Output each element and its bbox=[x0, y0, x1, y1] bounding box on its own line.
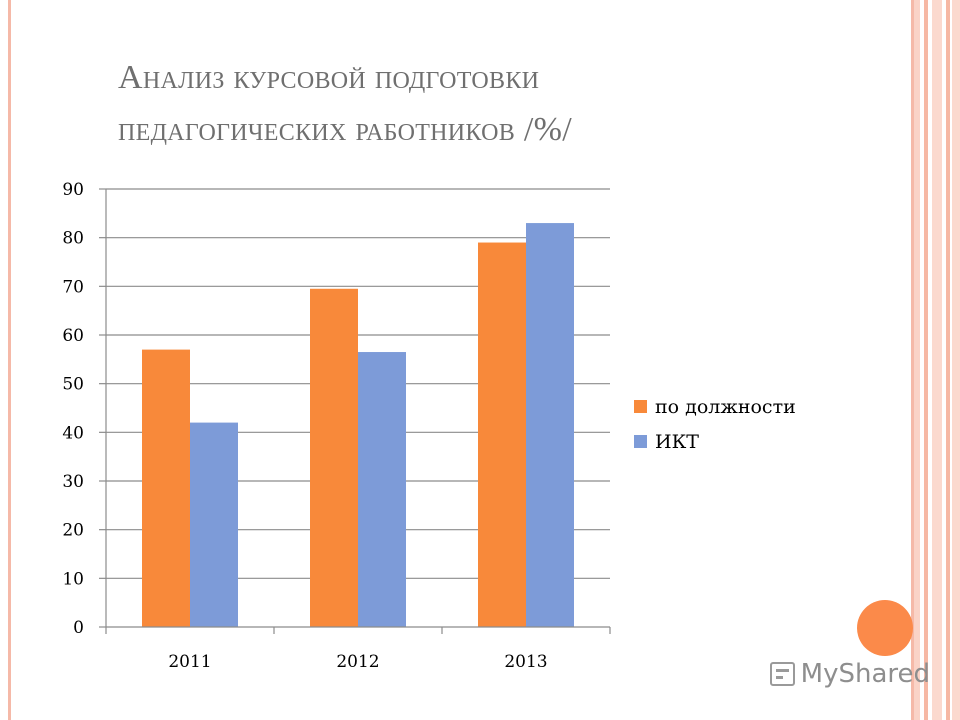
y-tick-label: 70 bbox=[62, 277, 84, 297]
axes-layer: 0 10 20 30 40 50 60 70 80 90 2011 2012 2013 bbox=[62, 180, 611, 672]
bar-2013-series-1 bbox=[526, 223, 574, 628]
slide-frame bbox=[8, 0, 914, 720]
watermark: MyShared bbox=[770, 654, 930, 694]
legend-label-0: по должности bbox=[655, 396, 796, 418]
frame-stripe-1 bbox=[914, 0, 920, 720]
y-tick-label: 10 bbox=[62, 569, 84, 589]
y-tick-label: 80 bbox=[62, 229, 84, 249]
bar-2011-series-0 bbox=[142, 349, 190, 627]
slide-title: Анализ курсовой подготовки педагогически… bbox=[118, 52, 878, 156]
bar-2012-series-1 bbox=[358, 352, 406, 627]
y-tick-label: 60 bbox=[62, 326, 84, 346]
legend-label-1: ИКТ bbox=[655, 431, 699, 453]
frame-stripe-2 bbox=[924, 0, 928, 720]
bar-2013-series-0 bbox=[478, 242, 526, 628]
watermark-text: MyShared bbox=[800, 659, 930, 689]
y-tick-label: 30 bbox=[62, 472, 84, 492]
legend-swatch-0 bbox=[634, 400, 647, 413]
slide-title-line-1: Анализ курсовой подготовки bbox=[118, 59, 540, 96]
x-tick-label: 2012 bbox=[336, 652, 379, 672]
x-tick-label: 2011 bbox=[168, 652, 211, 672]
y-tick-label: 40 bbox=[62, 423, 84, 443]
y-tick-label: 90 bbox=[62, 180, 84, 200]
bar-2012-series-0 bbox=[310, 288, 358, 627]
x-tick-label: 2013 bbox=[504, 652, 547, 672]
y-tick-label: 0 bbox=[73, 618, 84, 638]
y-tick-label: 50 bbox=[62, 375, 84, 395]
frame-stripe-5 bbox=[952, 0, 960, 720]
slide-title-line-2: педагогических работников /%/ bbox=[118, 111, 572, 148]
presentation-board-icon bbox=[770, 662, 795, 686]
y-tick-label: 20 bbox=[62, 521, 84, 541]
bar-2011-series-1 bbox=[190, 422, 238, 627]
frame-stripe-3 bbox=[932, 0, 942, 720]
legend-layer: по должности ИКТ bbox=[634, 396, 796, 453]
bars-layer bbox=[142, 223, 574, 628]
frame-stripe-4 bbox=[946, 0, 950, 720]
legend-swatch-1 bbox=[634, 435, 647, 448]
accent-circle bbox=[857, 600, 913, 656]
